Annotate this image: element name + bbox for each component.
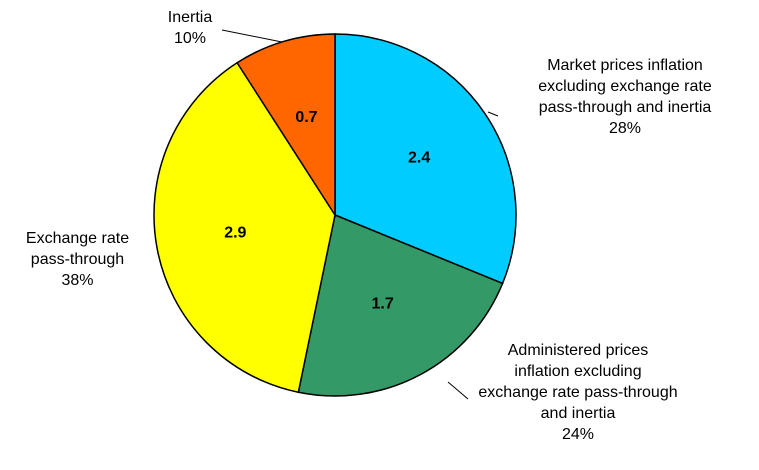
- category-name: Market prices inflation excluding exchan…: [538, 57, 712, 116]
- category-name: Administered prices inflation excluding …: [478, 342, 678, 422]
- value-label: 0.7: [295, 109, 317, 126]
- category-name: Inertia: [167, 9, 213, 26]
- pie-slice: [334, 33, 517, 285]
- percent-label: 24%: [561, 426, 595, 443]
- leader-line: [221, 29, 283, 43]
- percent-label: 28%: [608, 120, 642, 137]
- pie-slice: [297, 213, 504, 397]
- pie-slice: [236, 33, 336, 218]
- leader-line: [487, 111, 499, 117]
- value-label: 2.9: [224, 225, 246, 242]
- leader-line: [447, 381, 469, 400]
- category-label: Administered prices inflation excluding …: [478, 340, 678, 445]
- category-name: Exchange rate pass-through: [25, 230, 130, 268]
- value-label: 2.4: [408, 150, 430, 167]
- percent-label: 10%: [173, 30, 207, 47]
- value-label: 1.7: [372, 296, 394, 313]
- category-label: Inertia 10%: [150, 7, 230, 49]
- category-label: Exchange rate pass-through 38%: [5, 228, 150, 291]
- percent-label: 38%: [61, 272, 94, 289]
- category-label: Market prices inflation excluding exchan…: [520, 55, 730, 139]
